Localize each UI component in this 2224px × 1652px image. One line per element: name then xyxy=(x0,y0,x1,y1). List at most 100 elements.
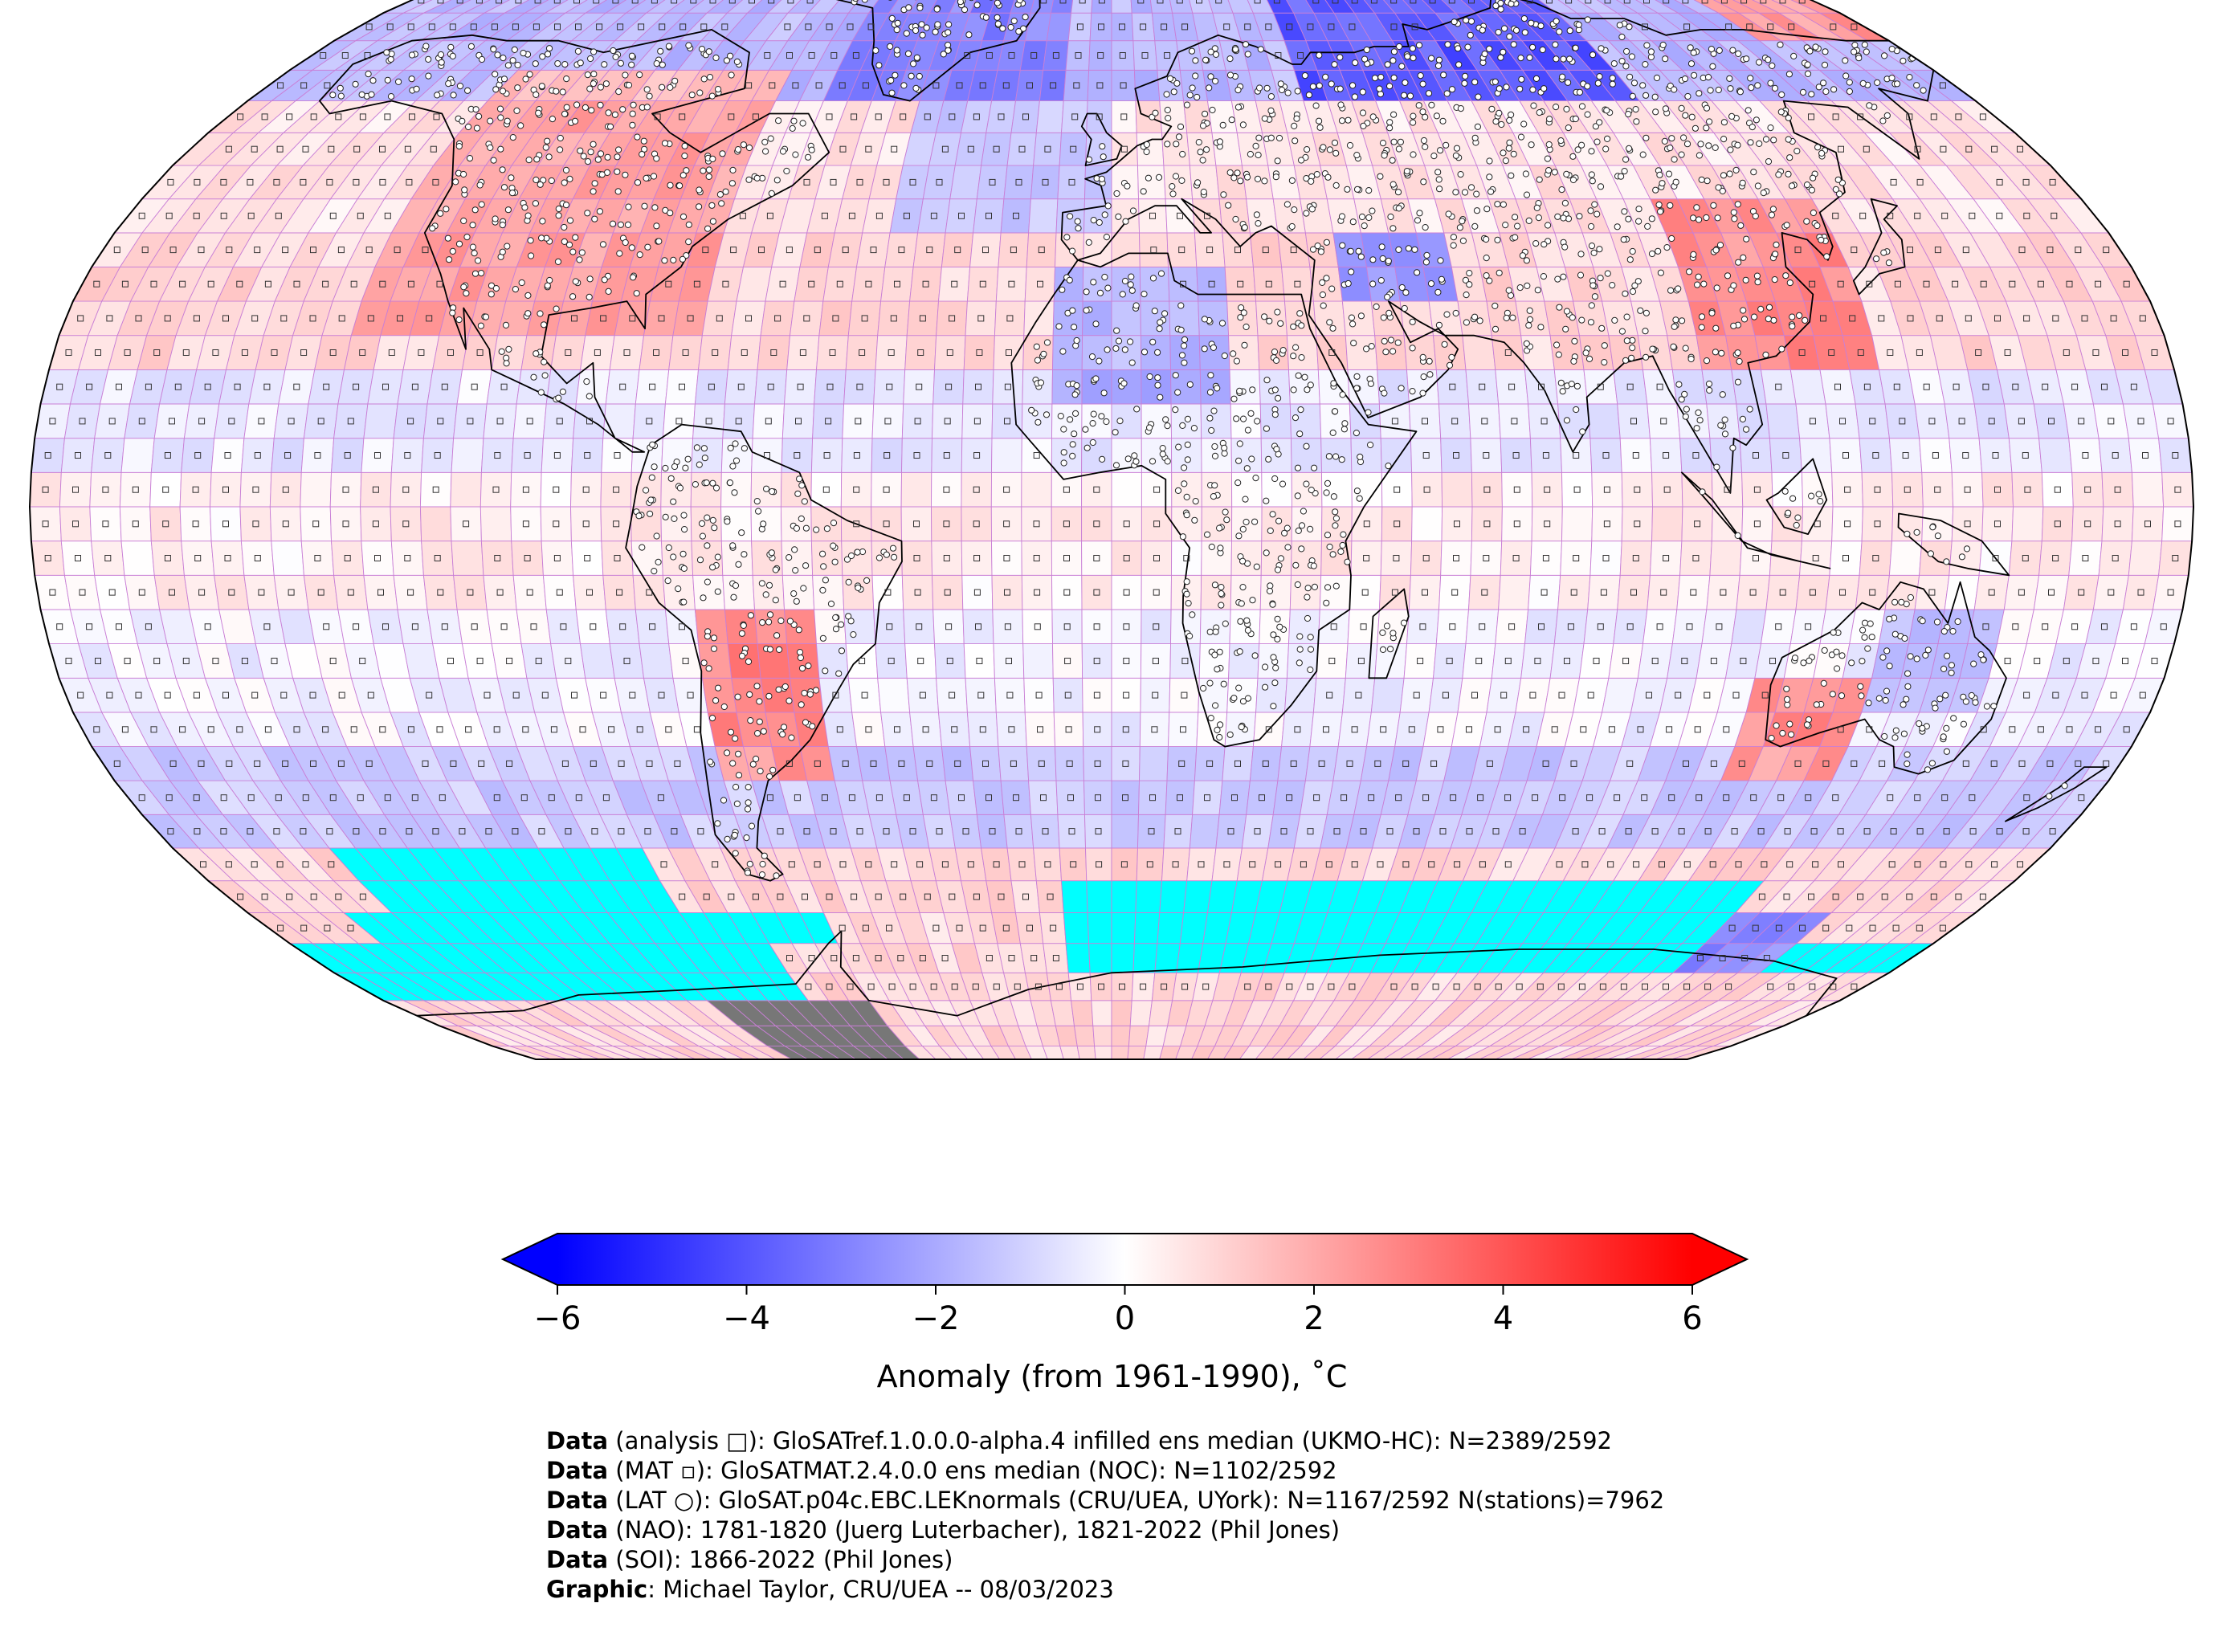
land-station-marker xyxy=(1121,277,1129,285)
land-station-marker xyxy=(1358,213,1366,221)
land-station-marker xyxy=(738,652,746,659)
grid-cell xyxy=(906,677,939,713)
land-station-marker xyxy=(1944,652,1951,659)
grid-cell xyxy=(390,438,424,473)
land-station-marker xyxy=(891,553,898,561)
land-station-marker xyxy=(586,393,593,400)
land-station-marker xyxy=(1913,528,1920,536)
land-station-marker xyxy=(709,218,717,225)
grid-cell xyxy=(120,540,155,576)
land-station-marker xyxy=(651,204,659,211)
grid-cell xyxy=(1891,471,1924,508)
land-station-marker xyxy=(1693,204,1700,211)
land-station-marker xyxy=(819,550,826,557)
land-station-marker xyxy=(1422,259,1430,266)
grid-cell xyxy=(363,574,398,610)
land-station-marker xyxy=(800,585,807,592)
land-station-marker xyxy=(670,498,677,505)
land-station-marker xyxy=(1721,416,1728,423)
grid-cell xyxy=(575,609,610,645)
grid-cell xyxy=(1289,574,1322,610)
land-station-marker xyxy=(854,549,861,556)
grid-cell xyxy=(903,369,935,405)
land-station-marker xyxy=(1802,316,1809,324)
land-station-marker xyxy=(1682,345,1689,352)
land-station-marker xyxy=(748,822,756,830)
land-station-marker xyxy=(1731,215,1738,222)
land-station-marker xyxy=(889,545,897,552)
land-station-marker xyxy=(1083,288,1090,296)
grid-cell xyxy=(570,540,604,576)
land-station-marker xyxy=(1411,246,1418,253)
grid-cell xyxy=(931,506,962,542)
grid-cell xyxy=(1136,847,1165,882)
land-station-marker xyxy=(1244,626,1252,634)
grid-cell xyxy=(1168,712,1199,748)
land-station-marker xyxy=(701,455,708,462)
grid-cell xyxy=(1914,574,1950,610)
grid-cell xyxy=(419,471,452,508)
land-station-marker xyxy=(1279,480,1287,487)
grid-cell xyxy=(949,814,982,849)
land-station-marker xyxy=(1230,395,1238,402)
grid-cell xyxy=(1799,540,1833,576)
land-station-marker xyxy=(1628,354,1635,361)
grid-cell xyxy=(816,335,849,370)
land-station-marker xyxy=(1075,225,1082,232)
land-station-marker xyxy=(559,388,567,395)
grid-cell xyxy=(1051,609,1083,645)
grid-cell xyxy=(1131,12,1156,42)
grid-cell xyxy=(1043,943,1069,973)
land-station-marker xyxy=(1300,508,1308,515)
grid-cell xyxy=(390,471,422,508)
grid-cell xyxy=(1083,746,1112,781)
land-station-marker xyxy=(1621,208,1628,215)
grid-cell xyxy=(273,403,309,439)
land-station-marker xyxy=(1328,285,1336,292)
grid-cell xyxy=(1428,677,1463,713)
land-station-marker xyxy=(1296,310,1304,317)
land-station-marker xyxy=(832,626,840,633)
grid-cell xyxy=(843,369,876,405)
grid-cell xyxy=(966,266,999,302)
grid-cell xyxy=(1583,609,1618,645)
land-station-marker xyxy=(775,686,782,693)
land-station-marker xyxy=(700,659,708,667)
land-station-marker xyxy=(1222,620,1229,627)
grid-cell xyxy=(1789,609,1826,645)
land-station-marker xyxy=(802,562,810,569)
land-station-marker xyxy=(1568,381,1575,388)
grid-cell xyxy=(1549,335,1585,370)
land-station-marker xyxy=(1631,282,1638,289)
land-station-marker xyxy=(704,578,712,585)
land-station-marker xyxy=(1695,409,1702,417)
land-station-marker xyxy=(1703,214,1710,222)
land-station-marker xyxy=(1682,413,1689,420)
grid-cell xyxy=(992,609,1024,645)
land-station-marker xyxy=(1262,663,1269,671)
land-station-marker xyxy=(1368,343,1375,350)
land-station-marker xyxy=(765,581,773,589)
grid-cell xyxy=(1111,1025,1131,1047)
land-station-marker xyxy=(1292,344,1300,351)
land-station-marker xyxy=(679,255,687,263)
grid-cell xyxy=(1406,609,1439,645)
grid-cell xyxy=(639,335,674,370)
land-station-marker xyxy=(555,212,562,219)
land-station-marker xyxy=(1367,441,1374,449)
land-station-marker xyxy=(1534,287,1541,294)
land-station-marker xyxy=(1073,337,1080,345)
land-station-marker xyxy=(732,457,741,464)
land-station-marker xyxy=(1112,462,1120,469)
land-station-marker xyxy=(1332,515,1341,522)
land-station-marker xyxy=(1294,492,1301,500)
grid-cell xyxy=(1560,438,1593,473)
land-station-marker xyxy=(1149,338,1157,345)
grid-cell xyxy=(668,335,703,370)
grid-cell xyxy=(540,471,572,508)
land-station-marker xyxy=(1419,353,1426,361)
grid-cell xyxy=(1667,335,1703,370)
land-station-marker xyxy=(1283,201,1292,208)
land-station-marker xyxy=(1611,316,1618,324)
land-station-marker xyxy=(1273,357,1280,364)
